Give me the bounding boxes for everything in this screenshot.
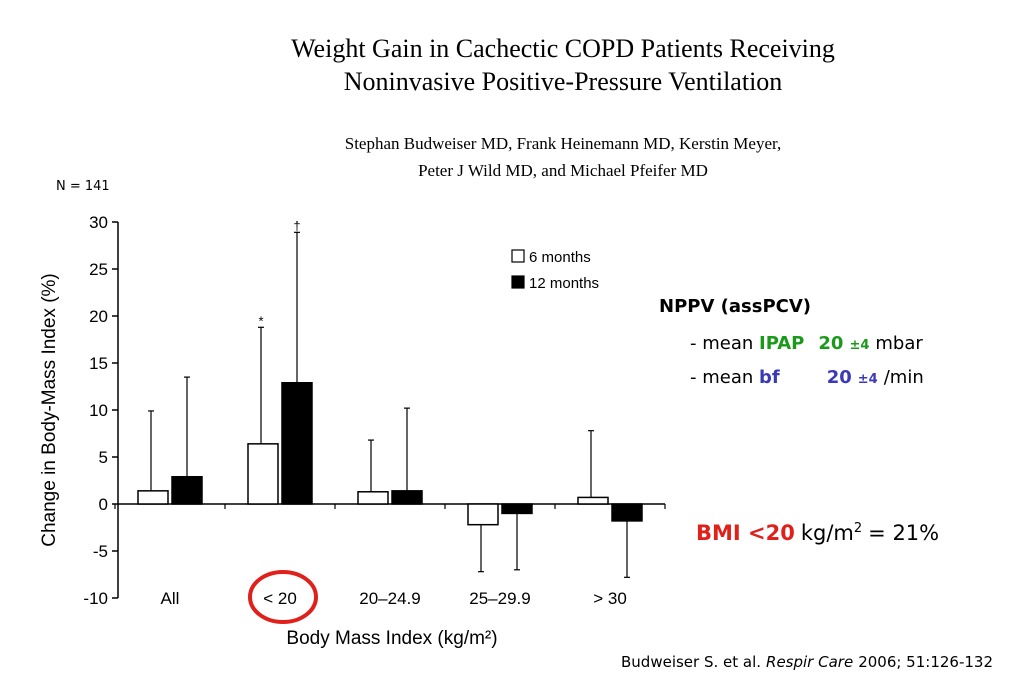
y-tick-label: -10 [83, 589, 108, 608]
bar [137, 490, 169, 505]
bar [467, 503, 499, 526]
text: - mean [690, 333, 759, 354]
text: 2006; 51:126-132 [858, 653, 993, 671]
y-tick-label: 10 [89, 401, 108, 420]
bar [501, 503, 533, 515]
legend-label: 12 months [529, 275, 599, 292]
x-tick-label: 25–29.9 [469, 589, 530, 608]
text: IPAP [759, 333, 804, 354]
text: BMI <20 [696, 521, 795, 545]
bar [247, 443, 279, 505]
x-axis-label: Body Mass Index (kg/m²) [286, 628, 497, 649]
y-tick-label: 20 [89, 307, 108, 326]
significance-marker: † [293, 218, 300, 233]
text: mbar [875, 333, 923, 354]
x-tick-label: All [161, 589, 180, 608]
text: 2 [854, 521, 862, 536]
bar [577, 496, 609, 505]
y-tick-label: -5 [93, 542, 108, 561]
text: 20 [827, 367, 852, 388]
citation: Budweiser S. et al. Respir Care 2006; 51:1… [621, 653, 993, 671]
bmi-note: BMI <20 kg/m2 = 21% [696, 521, 939, 545]
nppv-line: - mean IPAP 20 ±4 mbar [690, 333, 923, 354]
text: - mean [690, 367, 759, 388]
legend-swatch [511, 249, 525, 263]
text: Budweiser S. et al. [621, 653, 761, 671]
text: kg/m [801, 521, 854, 545]
legend-label: 6 months [529, 249, 591, 266]
text: = 21% [868, 521, 939, 545]
text: 20 [818, 333, 843, 354]
text: ±4 [858, 372, 878, 387]
text: Respir Care [766, 653, 853, 671]
authors: Peter J Wild MD, and Michael Pfeifer MD [418, 161, 708, 180]
legend-swatch [511, 275, 525, 289]
title: Noninvasive Positive-Pressure Ventilatio… [344, 67, 783, 96]
text: /min [884, 367, 924, 388]
nppv-heading: NPPV (assPCV) [659, 296, 811, 317]
y-tick-label: 0 [99, 495, 108, 514]
y-tick-label: 30 [89, 213, 108, 232]
y-axis-label: Change in Body-Mass Index (%) [39, 273, 60, 547]
x-tick-label: 20–24.9 [359, 589, 420, 608]
x-tick-label: < 20 [263, 589, 297, 608]
y-tick-label: 25 [89, 260, 108, 279]
authors: Stephan Budweiser MD, Frank Heinemann MD… [345, 134, 782, 153]
bar [171, 475, 203, 505]
highlight-circle [248, 570, 318, 624]
bar [281, 381, 313, 505]
title: Weight Gain in Cachectic COPD Patients R… [291, 34, 835, 63]
bar [357, 491, 389, 505]
text: ±4 [849, 338, 869, 353]
bar [611, 503, 643, 522]
sample-size: N = 141 [56, 179, 110, 194]
text: bf [759, 367, 780, 388]
y-tick-label: 5 [99, 448, 108, 467]
bar [391, 490, 423, 505]
significance-marker: * [258, 313, 263, 328]
y-tick-label: 15 [89, 354, 108, 373]
nppv-line: - mean bf 20 ±4/min [690, 367, 924, 388]
x-tick-label: > 30 [593, 589, 627, 608]
